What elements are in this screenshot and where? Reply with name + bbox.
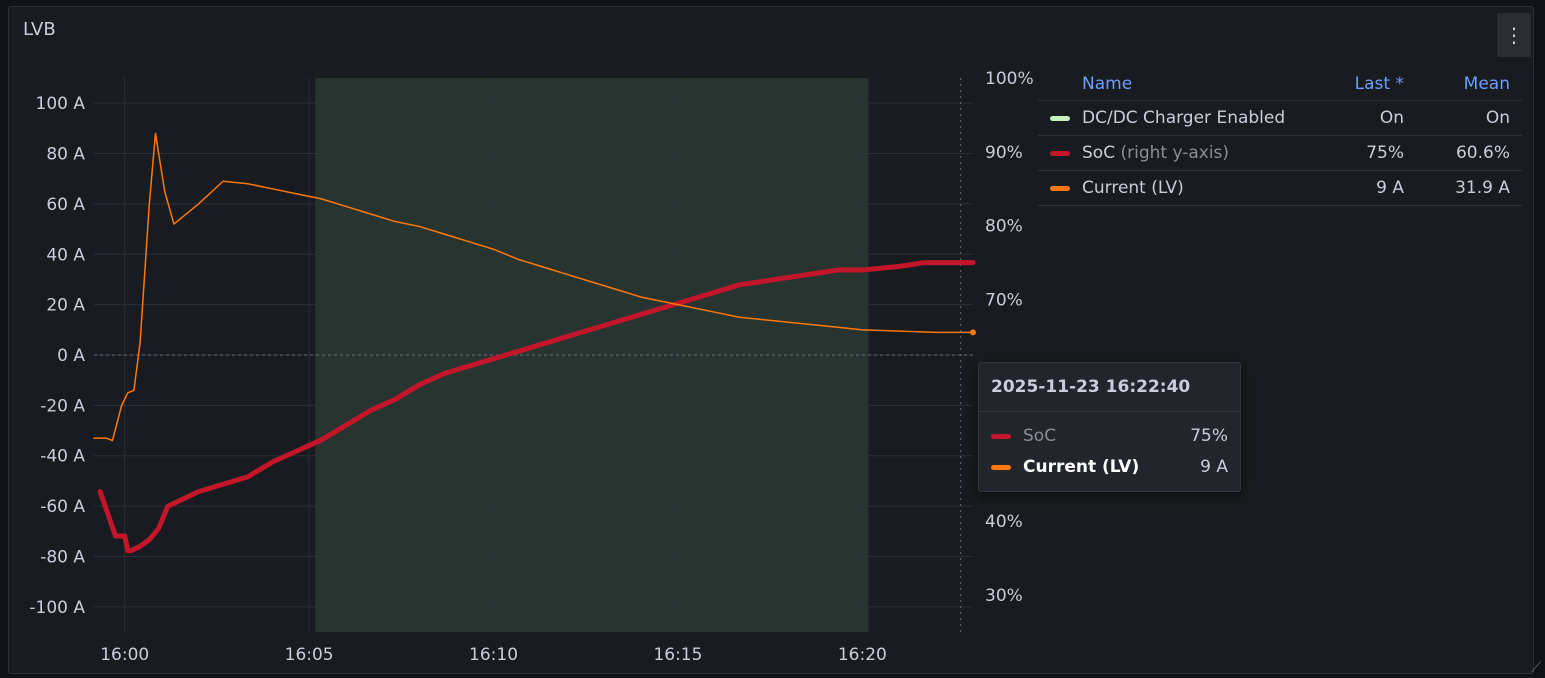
legend-name-soc: SoC [1082, 143, 1116, 163]
legend-header-mean[interactable]: Mean [1463, 74, 1510, 94]
series-soc-line [97, 260, 976, 554]
y-left-tick-label: 100 A [36, 94, 86, 114]
tooltip-row-current: Current (LV) 9 A [991, 456, 1228, 478]
series-current-hover-point [970, 329, 976, 336]
legend-row-current[interactable]: Current (LV) 9 A 31.9 A [1038, 171, 1522, 206]
resize-handle-icon[interactable]: ⟋ [1531, 660, 1541, 676]
legend-table: Name Last * Mean DC/DC Charger Enabled O… [1038, 68, 1522, 206]
legend-header-last[interactable]: Last * [1354, 74, 1404, 94]
x-tick-label: 16:00 [100, 645, 149, 665]
y-axis-right: 100%90%80%70%60%50%40%30% [985, 69, 1034, 606]
y-right-tick-label: 40% [985, 512, 1023, 532]
y-right-tick-label: 30% [985, 586, 1023, 606]
x-tick-label: 16:10 [469, 645, 518, 665]
series-group [93, 132, 976, 554]
y-left-tick-label: 20 A [46, 296, 85, 316]
series-current-line [93, 132, 974, 442]
hover-tooltip: 2025-11-23 16:22:40 SoC 75% Current (LV)… [978, 362, 1241, 492]
y-right-tick-label: 80% [985, 217, 1023, 237]
y-right-tick-label: 90% [985, 143, 1023, 163]
y-right-tick-label: 70% [985, 291, 1023, 311]
y-left-tick-label: -100 A [29, 598, 85, 618]
tooltip-value-soc: 75% [1190, 426, 1228, 446]
legend-mean-soc: 60.6% [1455, 143, 1510, 163]
legend-swatch-current [1050, 185, 1070, 191]
y-left-tick-label: -60 A [40, 497, 85, 517]
legend-name-current: Current (LV) [1082, 178, 1184, 198]
x-axis: 16:00 16:05 16:10 16:15 16:20 [100, 645, 887, 665]
legend-row-dcdc[interactable]: DC/DC Charger Enabled On On [1038, 101, 1522, 136]
tooltip-swatch-current [991, 464, 1011, 470]
y-left-tick-label: -80 A [40, 547, 85, 567]
y-left-tick-label: 60 A [46, 195, 85, 215]
x-tick-label: 16:05 [285, 645, 334, 665]
x-tick-label: 16:20 [838, 645, 887, 665]
x-tick-label: 16:15 [653, 645, 702, 665]
legend-swatch-dcdc [1050, 115, 1070, 121]
grid-lines [94, 78, 973, 632]
y-left-tick-label: 80 A [46, 145, 85, 165]
legend-last-dcdc: On [1379, 108, 1404, 128]
legend-mean-current: 31.9 A [1455, 178, 1510, 198]
legend-name-dcdc: DC/DC Charger Enabled [1082, 108, 1286, 128]
tooltip-name-current: Current (LV) [1023, 457, 1140, 477]
y-axis-left: 100 A 80 A 60 A 40 A 20 A 0 A -20 A -40 A -60 A -… [29, 94, 85, 618]
legend-last-soc: 75% [1366, 143, 1404, 163]
tooltip-time: 2025-11-23 16:22:40 [991, 377, 1191, 397]
legend-last-current: 9 A [1376, 178, 1404, 198]
tooltip-swatch-soc [991, 433, 1011, 439]
tooltip-value-current: 9 A [1200, 457, 1228, 477]
legend-suffix-soc: (right y-axis) [1120, 143, 1230, 163]
legend-swatch-soc [1050, 150, 1070, 156]
y-right-tick-label: 100% [985, 69, 1034, 89]
tooltip-name-soc: SoC [1023, 426, 1057, 446]
legend-header: Name Last * Mean [1038, 68, 1522, 101]
y-left-tick-label: 0 A [57, 346, 85, 366]
tooltip-row-soc: SoC 75% [991, 425, 1228, 447]
y-left-tick-label: 40 A [46, 245, 85, 265]
legend-mean-dcdc: On [1485, 108, 1510, 128]
kebab-menu-icon[interactable]: ⋮ [1497, 13, 1531, 57]
y-left-tick-label: -40 A [40, 447, 85, 467]
legend-header-name[interactable]: Name [1082, 74, 1133, 94]
legend-row-soc[interactable]: SoC (right y-axis) 75% 60.6% [1038, 136, 1522, 171]
y-left-tick-label: -20 A [40, 396, 85, 416]
panel-title: LVB [23, 19, 56, 40]
